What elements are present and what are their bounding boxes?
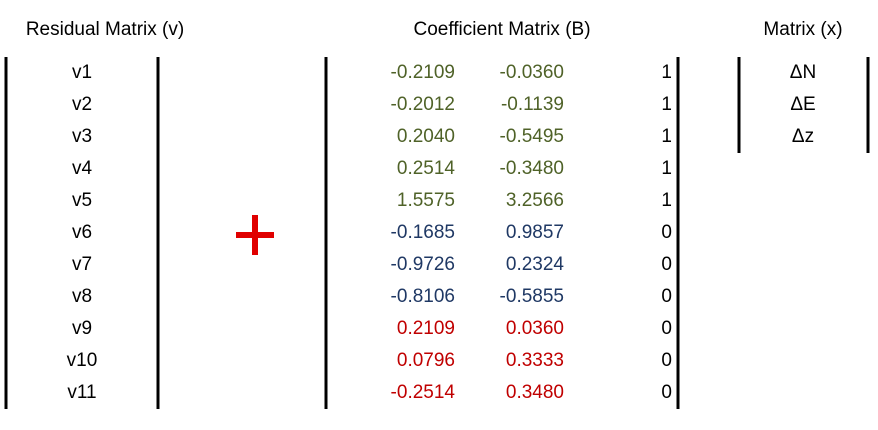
coefficient-cell: 3.2566 [506,190,564,211]
residual-label: v2 [72,94,92,115]
x-label: ΔN [790,62,816,83]
coefficient-cell: -0.2514 [391,382,456,403]
coefficient-cell: 1.5575 [397,190,455,211]
x-title: Matrix (x) [763,19,842,40]
residual-label: v8 [72,286,92,307]
residual-label: v4 [72,158,93,179]
coefficient-cell: 1 [661,190,672,211]
coefficient-cell: -0.0360 [500,62,564,83]
coefficient-cell: -0.9726 [391,254,455,275]
coefficient-cell: 0 [661,222,672,243]
coefficient-cell: 0 [661,318,672,339]
coefficient-cell: 0 [661,286,672,307]
coefficient-cell: -0.3480 [500,158,564,179]
coefficient-cell: 0 [661,254,672,275]
coefficient-cell: 1 [661,62,672,83]
x-label: Δz [792,126,814,147]
plus-sign [236,215,274,255]
residual-label: v6 [72,222,92,243]
coefficient-cell: -0.2109 [391,62,455,83]
residual-label: v11 [67,382,96,403]
coefficient-cell: 0.2514 [397,158,456,179]
coefficient-cell: -0.1139 [501,94,564,115]
x-label: ΔE [790,94,815,115]
coefficient-cell: 0.2324 [506,254,565,275]
coefficient-cell: -0.5495 [500,126,564,147]
coefficient-cell: -0.8106 [391,286,455,307]
coefficient-cell: 0 [661,382,672,403]
coefficient-cell: -0.5855 [500,286,564,307]
coefficient-cell: 0.3480 [506,382,564,403]
residual-label: v7 [72,254,92,275]
coefficient-cell: -0.2012 [391,94,455,115]
residual-label: v5 [72,190,92,211]
coefficient-cell: 0.0796 [397,350,455,371]
coefficient-cell: 0.3333 [506,350,564,371]
residual-label: v3 [72,126,92,147]
coefficient-cell: 1 [661,94,672,115]
coefficient-cell: 1 [661,158,672,179]
coefficient-cell: 0.0360 [506,318,564,339]
residual-label: v10 [67,350,98,371]
coefficient-cell: -0.1685 [391,222,455,243]
coefficient-cell: 0.2109 [397,318,455,339]
coefficient-cell: 0 [661,350,672,371]
coefficient-title: Coefficient Matrix (B) [413,19,590,40]
coefficient-cell: 0.2040 [397,126,455,147]
residual-title: Residual Matrix (v) [26,19,184,40]
coefficient-cell: 0.9857 [506,222,564,243]
residual-label: v1 [72,62,92,83]
coefficient-cell: 1 [661,126,672,147]
residual-label: v9 [72,318,92,339]
